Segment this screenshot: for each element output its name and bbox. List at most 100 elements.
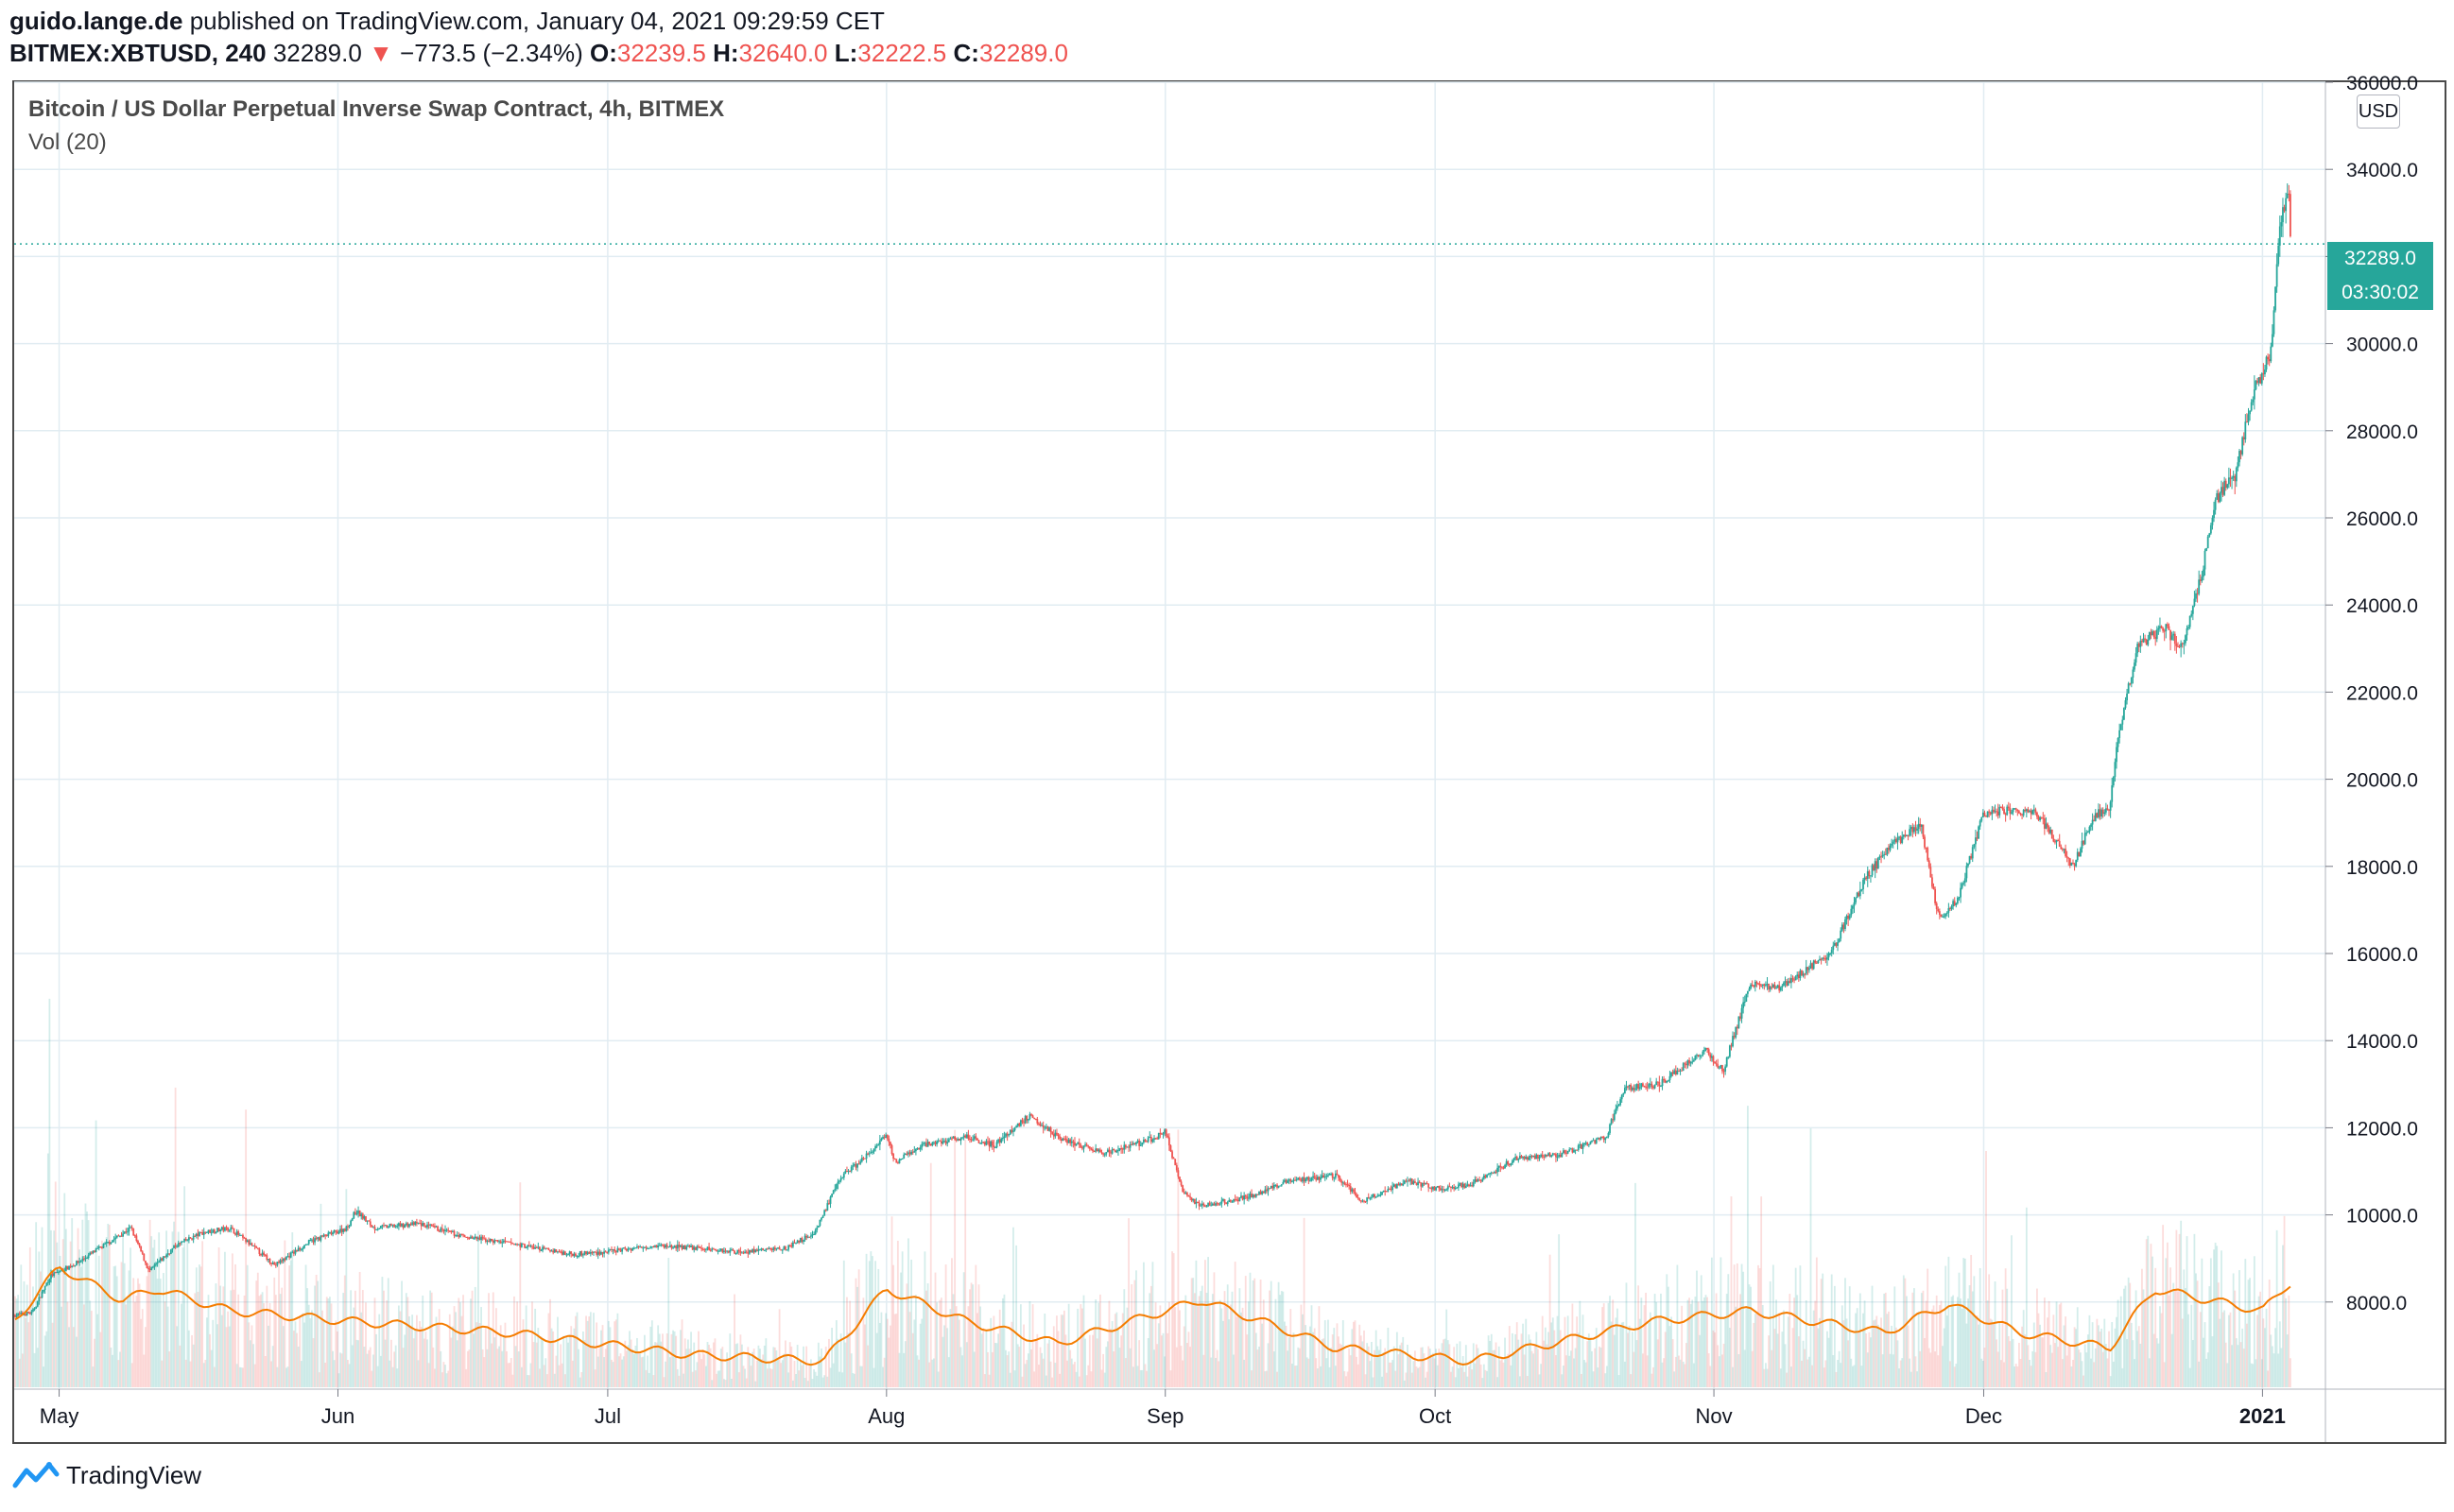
candle-body bbox=[614, 1248, 616, 1252]
candle-body bbox=[1679, 1070, 1682, 1072]
candle-body bbox=[976, 1138, 978, 1141]
volume-bar bbox=[660, 1341, 663, 1387]
volume-bar bbox=[2088, 1314, 2091, 1387]
volume-bar bbox=[92, 1366, 95, 1387]
candle-body bbox=[762, 1248, 765, 1251]
volume-bar bbox=[940, 1297, 942, 1387]
candle-body bbox=[372, 1227, 374, 1228]
volume-bar bbox=[1589, 1337, 1592, 1387]
volume-bar bbox=[1750, 1286, 1752, 1387]
candle-body bbox=[1935, 902, 1938, 910]
volume-bar bbox=[95, 1120, 97, 1387]
candle-body bbox=[1736, 1026, 1738, 1029]
volume-bar bbox=[1267, 1343, 1270, 1387]
volume-bar bbox=[322, 1319, 325, 1387]
volume-bar bbox=[1827, 1337, 1830, 1387]
author-name[interactable]: guido.lange.de bbox=[9, 7, 183, 35]
candle-body bbox=[1274, 1184, 1277, 1186]
candle-body bbox=[159, 1258, 162, 1262]
candle-body bbox=[734, 1253, 737, 1255]
volume-bar bbox=[1399, 1345, 1401, 1387]
candle-body bbox=[186, 1240, 189, 1242]
volume-bar bbox=[1412, 1361, 1415, 1387]
candle-body bbox=[90, 1252, 93, 1254]
volume-bar bbox=[1707, 1353, 1710, 1387]
candle-body bbox=[2169, 629, 2171, 641]
volume-bar bbox=[1100, 1369, 1103, 1387]
candle-body bbox=[1778, 985, 1781, 991]
candle-body bbox=[101, 1246, 103, 1248]
candle-body bbox=[1251, 1194, 1253, 1198]
volume-bar bbox=[401, 1280, 403, 1387]
candle-body bbox=[2154, 636, 2157, 640]
candle-body bbox=[1461, 1183, 1464, 1188]
volume-bar bbox=[1689, 1303, 1692, 1387]
volume-bar bbox=[1266, 1370, 1268, 1387]
volume-bar bbox=[1748, 1284, 1751, 1387]
candle-body bbox=[2148, 631, 2151, 640]
candle-body bbox=[2213, 509, 2215, 519]
volume-bar bbox=[228, 1326, 231, 1387]
currency-button[interactable]: USD bbox=[2357, 94, 2400, 129]
candle-body bbox=[1860, 889, 1863, 891]
candle-body bbox=[1164, 1129, 1167, 1134]
candle-body bbox=[1543, 1157, 1546, 1159]
volume-bar bbox=[1931, 1309, 1933, 1387]
volume-bar bbox=[1840, 1363, 1842, 1387]
candle-body bbox=[2214, 499, 2217, 510]
candle-body bbox=[534, 1247, 537, 1249]
candle-body bbox=[542, 1246, 544, 1250]
candle-body bbox=[2244, 421, 2247, 440]
volume-bar bbox=[801, 1365, 804, 1387]
volume-bar bbox=[2086, 1334, 2089, 1387]
volume-bar bbox=[1117, 1329, 1119, 1387]
volume-bar bbox=[1994, 1281, 1996, 1387]
candle-body bbox=[355, 1213, 358, 1215]
volume-bar bbox=[1646, 1355, 1649, 1387]
candle-body bbox=[242, 1234, 244, 1238]
volume-bar bbox=[567, 1342, 569, 1387]
volume-bar bbox=[53, 1230, 56, 1387]
candle-body bbox=[1541, 1154, 1544, 1158]
candle-body bbox=[636, 1246, 638, 1248]
candle-body bbox=[2112, 777, 2115, 786]
candle-body bbox=[1124, 1144, 1127, 1148]
candle-body bbox=[817, 1226, 820, 1228]
candle-body bbox=[1236, 1199, 1238, 1201]
volume-bar bbox=[1558, 1234, 1561, 1387]
candle-body bbox=[315, 1238, 318, 1240]
volume-indicator-label[interactable]: Vol (20) bbox=[28, 129, 107, 155]
volume-bar bbox=[598, 1348, 601, 1387]
volume-bar bbox=[1967, 1298, 1969, 1387]
candle-body bbox=[2227, 477, 2230, 485]
candle-body bbox=[701, 1248, 704, 1250]
candle-body bbox=[1500, 1166, 1503, 1168]
candle-body bbox=[864, 1158, 866, 1160]
volume-bar bbox=[1963, 1258, 1966, 1387]
volume-bar bbox=[125, 1304, 128, 1387]
volume-bar bbox=[2196, 1280, 2199, 1387]
candle-body bbox=[665, 1245, 668, 1247]
candle-body bbox=[801, 1238, 804, 1243]
candle-body bbox=[2083, 833, 2086, 845]
volume-bar bbox=[834, 1346, 837, 1387]
tradingview-logo[interactable]: TradingView bbox=[11, 1458, 201, 1492]
volume-bar bbox=[2031, 1351, 2034, 1387]
volume-bar bbox=[1238, 1288, 1241, 1387]
volume-bar bbox=[955, 1306, 958, 1387]
candle-body bbox=[872, 1151, 873, 1153]
candle-body bbox=[1334, 1173, 1337, 1178]
volume-bar bbox=[447, 1370, 450, 1387]
candle-body bbox=[499, 1241, 502, 1244]
candle-body bbox=[535, 1247, 538, 1249]
volume-bar bbox=[1229, 1304, 1232, 1387]
candle-body bbox=[1781, 986, 1784, 988]
volume-bar bbox=[1303, 1217, 1305, 1387]
volume-bar bbox=[1587, 1333, 1590, 1387]
candle-body bbox=[1389, 1189, 1391, 1191]
volume-bar bbox=[365, 1302, 367, 1387]
candle-body bbox=[1294, 1179, 1296, 1181]
candle-body bbox=[2098, 809, 2100, 818]
candle-body bbox=[361, 1213, 364, 1219]
